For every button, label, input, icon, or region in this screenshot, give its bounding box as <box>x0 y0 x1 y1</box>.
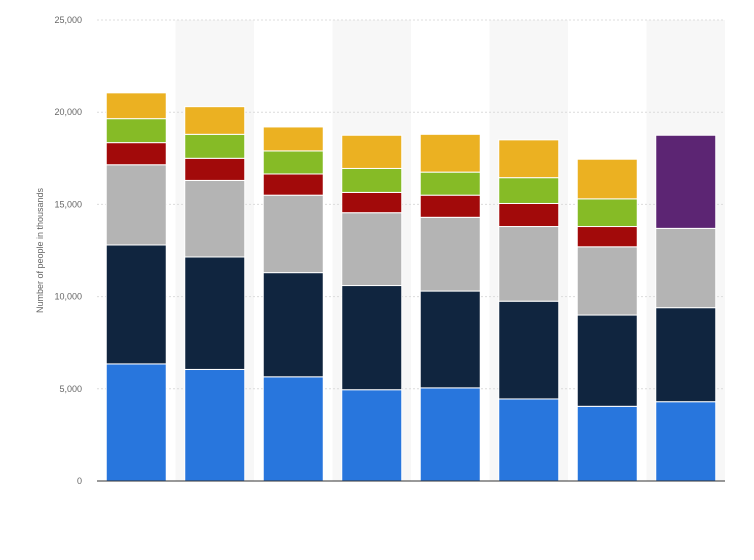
bar-segment <box>419 216 481 292</box>
bar-segment <box>262 150 324 175</box>
bar-segment <box>105 92 167 120</box>
bar-segment <box>419 387 481 482</box>
bar-segment <box>184 106 246 135</box>
bar-segment <box>576 314 638 407</box>
bars <box>105 92 717 482</box>
y-tick-label: 25,000 <box>54 15 82 25</box>
bar-segment <box>184 157 246 181</box>
bar-segment <box>655 401 717 482</box>
bar-segment <box>262 376 324 482</box>
bar-segment <box>341 389 403 482</box>
bar-segment <box>105 164 167 246</box>
bar-segment <box>419 133 481 173</box>
bar-segment <box>262 173 324 196</box>
bar-segment <box>655 227 717 309</box>
bar-segment <box>105 142 167 166</box>
bar-segment <box>498 139 560 179</box>
bar-segment <box>655 307 717 403</box>
y-tick-label: 5,000 <box>59 384 82 394</box>
bar-segment <box>498 226 560 302</box>
y-tick-label: 10,000 <box>54 292 82 302</box>
y-axis-title: Number of people in thousands <box>35 187 45 313</box>
bar-segment <box>419 194 481 218</box>
bar-segment <box>184 256 246 370</box>
bar-segment <box>576 226 638 248</box>
bar-segment <box>105 363 167 482</box>
bar-segment <box>184 368 246 482</box>
bar-segment <box>498 202 560 228</box>
bar-segment <box>419 171 481 196</box>
bar-segment <box>576 198 638 228</box>
bar-segment <box>341 167 403 193</box>
bar-segment <box>184 133 246 159</box>
bar-segment <box>576 405 638 482</box>
y-tick-label: 15,000 <box>54 199 82 209</box>
y-tick-label: 20,000 <box>54 107 82 117</box>
bar-segment <box>184 179 246 258</box>
bar-segment <box>341 212 403 287</box>
bar-segment <box>262 272 324 378</box>
bar-segment <box>655 134 717 229</box>
bar-segment <box>498 177 560 204</box>
bar-segment <box>341 285 403 391</box>
y-tick-label: 0 <box>77 476 82 486</box>
bar-segment <box>341 134 403 169</box>
bar-segment <box>419 290 481 389</box>
bar-segment <box>498 300 560 400</box>
bar-segment <box>262 126 324 152</box>
bar-segment <box>576 246 638 316</box>
bar-segment <box>262 194 324 274</box>
bar-segment <box>576 158 638 200</box>
bar-segment <box>105 244 167 365</box>
bar-segment <box>341 191 403 214</box>
y-axis-tick-labels: 0 5,000 10,000 15,000 20,000 25,000 <box>54 15 82 486</box>
bar-segment <box>498 398 560 482</box>
bar-segment <box>105 118 167 144</box>
